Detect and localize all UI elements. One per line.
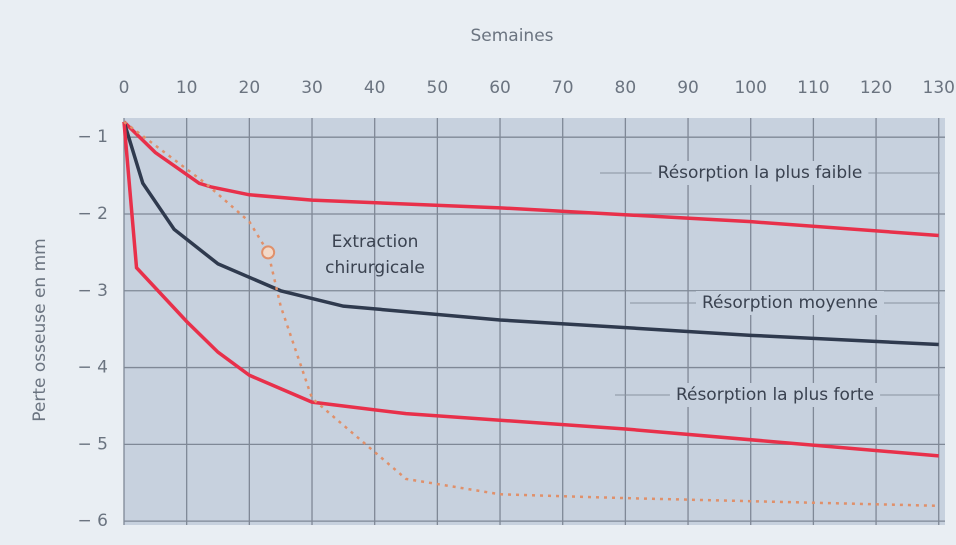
- label-bg: [651, 161, 869, 185]
- line: [122, 120, 939, 238]
- y-axis-title: Perte osseuse en mm: [30, 238, 50, 421]
- line: [122, 121, 939, 347]
- line: [122, 121, 939, 458]
- series-label: Résorption moyenne: [702, 293, 878, 313]
- x-tick-label: 20: [239, 78, 261, 98]
- y-tick-label: − 1: [78, 127, 108, 147]
- x-axis-title: Semaines: [470, 26, 553, 46]
- x-tick-label: 130: [923, 78, 955, 98]
- x-tick-label: 0: [119, 78, 130, 98]
- line: [123, 120, 939, 508]
- y-tick-label: − 2: [78, 204, 108, 224]
- series-label-box: Extraction chirurgicale: [325, 232, 425, 278]
- label-bg: [695, 291, 885, 315]
- x-tick-label: 30: [301, 78, 323, 98]
- label-bg: [669, 383, 881, 407]
- x-tick-label: 40: [364, 78, 386, 98]
- x-tick-label: 120: [860, 78, 892, 98]
- series-label: Résorption la plus faible: [658, 163, 863, 183]
- x-tick-label: 100: [734, 78, 766, 98]
- y-tick-label: − 6: [78, 511, 108, 531]
- marker: [261, 245, 276, 260]
- x-tick-label: 50: [427, 78, 449, 98]
- y-tick-label: − 4: [78, 358, 108, 378]
- x-tick-label: 110: [797, 78, 829, 98]
- y-tick-label: − 3: [78, 281, 108, 301]
- x-tick-label: 80: [615, 78, 637, 98]
- x-tick-label: 10: [176, 78, 198, 98]
- series-label: Résorption la plus forte: [676, 385, 874, 405]
- y-tick-label: − 5: [78, 434, 108, 454]
- x-tick-label: 60: [489, 78, 511, 98]
- series-label: Extraction chirurgicale: [325, 232, 425, 278]
- x-tick-label: 90: [677, 78, 699, 98]
- x-tick-label: 70: [552, 78, 574, 98]
